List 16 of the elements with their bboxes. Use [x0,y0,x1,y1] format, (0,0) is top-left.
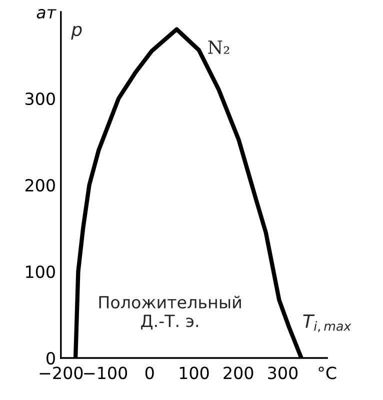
y-tick-label: 300 [25,92,55,106]
series-label: N₂ [208,40,230,54]
annotation: Положительный Д.-Т. э. [99,296,241,330]
x-tick-label: 0 [145,366,154,380]
y-tick-label: ат [36,9,56,19]
y-tick-label: 0 [46,352,55,365]
y-tick-label: 200 [25,178,55,192]
x-tick-label: °C [318,366,336,380]
y-tick-label: 100 [26,265,55,278]
x-tick-label: −100 [84,366,128,380]
x-tick-label: −200 [40,366,83,380]
x-tick-label: 300 [268,366,298,380]
y-axis-title: p [71,26,82,40]
x-tick-label: 100 [180,366,209,380]
x-axis-title: T$_{i,max}$ [303,314,352,332]
x-tick-label: 200 [224,366,254,380]
